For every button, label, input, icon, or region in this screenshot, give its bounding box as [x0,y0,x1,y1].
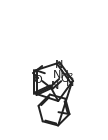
Text: O: O [61,74,70,84]
Text: N: N [66,78,74,88]
Text: N: N [51,81,60,91]
Text: O: O [33,75,42,85]
Text: NH₂: NH₂ [53,70,75,80]
Text: N: N [55,60,63,70]
